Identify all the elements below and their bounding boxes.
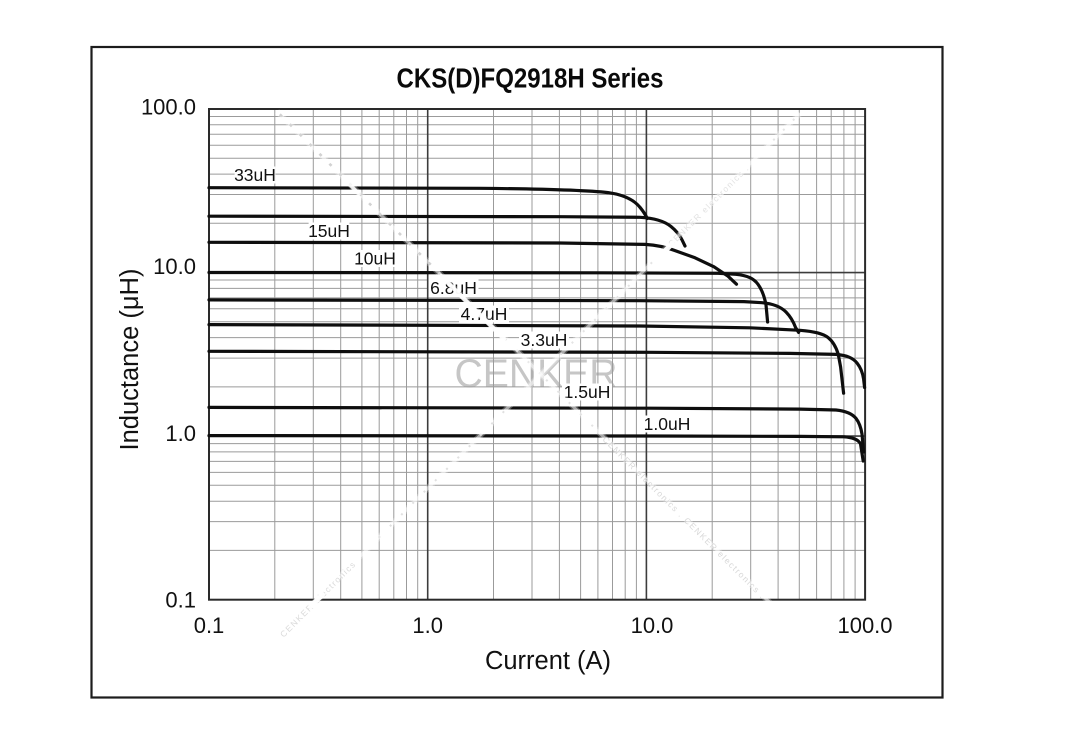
svg-text:10.0: 10.0 [631, 613, 674, 638]
svg-text:1.0: 1.0 [165, 421, 196, 446]
svg-text:1.5uH: 1.5uH [564, 382, 611, 402]
svg-text:10uH: 10uH [354, 249, 396, 269]
svg-text:CKS(D)FQ2918H Series: CKS(D)FQ2918H Series [397, 63, 664, 94]
svg-text:100.0: 100.0 [141, 95, 196, 120]
svg-text:Inductance (μH): Inductance (μH) [116, 269, 144, 451]
svg-text:3.3uH: 3.3uH [521, 330, 568, 350]
svg-text:0.1: 0.1 [194, 613, 225, 638]
svg-text:10.0: 10.0 [153, 254, 196, 279]
svg-text:33uH: 33uH [234, 165, 276, 185]
svg-text:1.0uH: 1.0uH [644, 414, 691, 434]
svg-text:0.1: 0.1 [165, 587, 196, 612]
svg-text:100.0: 100.0 [837, 613, 892, 638]
svg-text:1.0: 1.0 [412, 613, 443, 638]
svg-text:Current (A): Current (A) [485, 647, 611, 675]
svg-text:15uH: 15uH [308, 221, 350, 241]
